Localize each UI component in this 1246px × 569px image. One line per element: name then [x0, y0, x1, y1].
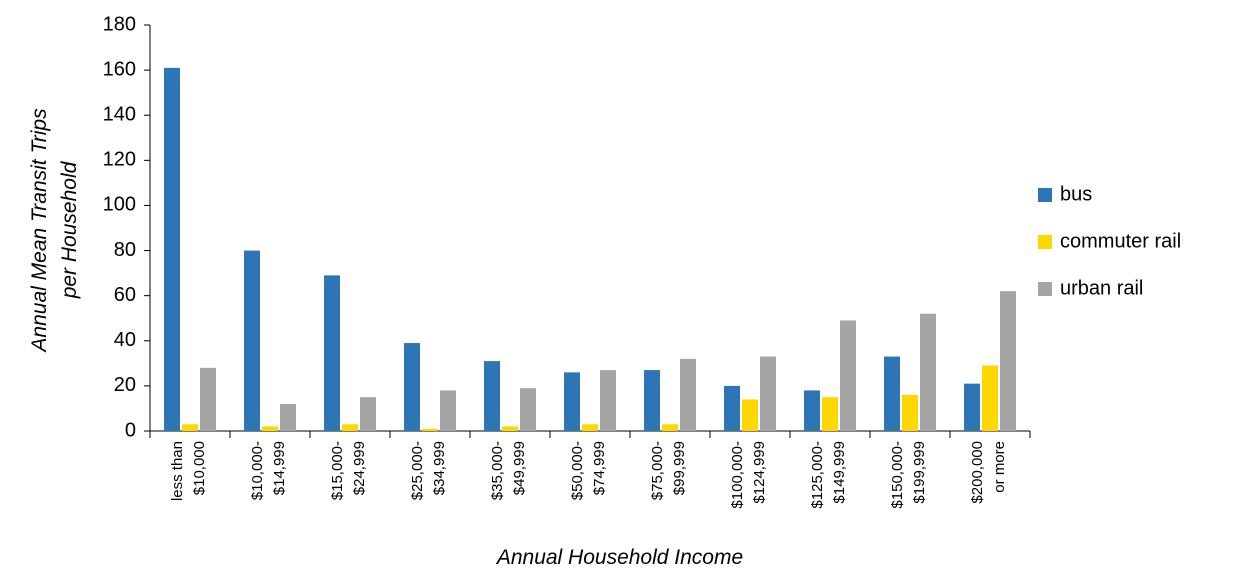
- y-tick-label: 80: [114, 239, 136, 261]
- bar: [280, 403, 296, 431]
- bar: [964, 383, 980, 431]
- bar: [484, 361, 500, 431]
- x-tick-label: $34,999: [431, 441, 448, 495]
- x-tick-label: less than: [169, 441, 186, 501]
- x-tick-label: $100,000-: [729, 441, 746, 509]
- x-axis-title: Annual Household Income: [495, 546, 743, 569]
- bar: [804, 390, 820, 431]
- bar: [182, 424, 198, 431]
- x-tick-label: $10,000: [191, 441, 208, 495]
- x-tick-label: $14,999: [271, 441, 288, 495]
- x-tick-label: $15,000-: [329, 441, 346, 500]
- x-tick-label: $125,000-: [809, 441, 826, 509]
- y-tick-label: 60: [114, 284, 136, 306]
- bar: [342, 424, 358, 431]
- x-tick-label: $150,000-: [889, 441, 906, 509]
- x-tick-label: $24,999: [351, 441, 368, 495]
- x-tick-label: $75,000-: [649, 441, 666, 500]
- bar: [724, 385, 740, 431]
- x-tick-label: $74,999: [591, 441, 608, 495]
- bar: [360, 397, 376, 431]
- bar: [422, 428, 438, 431]
- bar: [1000, 291, 1016, 431]
- legend-swatch: [1038, 282, 1052, 296]
- bar: [200, 367, 216, 431]
- y-tick-label: 160: [103, 58, 136, 80]
- bar: [742, 399, 758, 431]
- x-tick-label: $10,000-: [249, 441, 266, 500]
- x-tick-label: $35,000-: [489, 441, 506, 500]
- bar: [582, 424, 598, 431]
- x-tick-label: $50,000-: [569, 441, 586, 500]
- bar: [324, 275, 340, 431]
- y-tick-label: 140: [103, 104, 136, 126]
- x-tick-label: $200,000: [969, 441, 986, 504]
- y-tick-label: 40: [114, 329, 136, 351]
- legend-swatch: [1038, 188, 1052, 202]
- bar: [644, 370, 660, 431]
- bar: [822, 397, 838, 431]
- x-tick-label: $25,000-: [409, 441, 426, 500]
- bar: [662, 424, 678, 431]
- y-tick-label: 100: [103, 194, 136, 216]
- bar: [564, 372, 580, 431]
- legend-swatch: [1038, 235, 1052, 249]
- bar: [680, 358, 696, 431]
- y-tick-label: 180: [103, 13, 136, 35]
- y-tick-label: 20: [114, 374, 136, 396]
- legend-label: commuter rail: [1060, 230, 1181, 252]
- bar: [760, 356, 776, 431]
- x-tick-label: $199,999: [911, 441, 928, 504]
- bar: [440, 390, 456, 431]
- bar: [920, 313, 936, 431]
- y-tick-label: 120: [103, 149, 136, 171]
- x-tick-label: $49,999: [511, 441, 528, 495]
- bar: [262, 426, 278, 431]
- x-tick-label: $149,999: [831, 441, 848, 504]
- legend-label: urban rail: [1060, 277, 1143, 299]
- bar: [884, 356, 900, 431]
- y-tick-label: 0: [125, 419, 136, 441]
- y-axis-title-line: Annual Mean Transit Trips: [28, 108, 51, 354]
- x-tick-label: $99,999: [671, 441, 688, 495]
- x-tick-label: $124,999: [751, 441, 768, 504]
- bar: [244, 250, 260, 431]
- bar: [982, 365, 998, 431]
- bar: [600, 370, 616, 431]
- bar: [502, 426, 518, 431]
- bar: [902, 394, 918, 431]
- bar: [404, 343, 420, 431]
- y-axis-title-line: per Household: [58, 160, 81, 299]
- y-axis-title: Annual Mean Transit Trips per Household: [28, 108, 81, 354]
- bar: [840, 320, 856, 431]
- x-tick-label: or more: [991, 441, 1008, 493]
- bar: [520, 388, 536, 431]
- bar: [164, 67, 180, 431]
- legend-label: bus: [1060, 183, 1092, 205]
